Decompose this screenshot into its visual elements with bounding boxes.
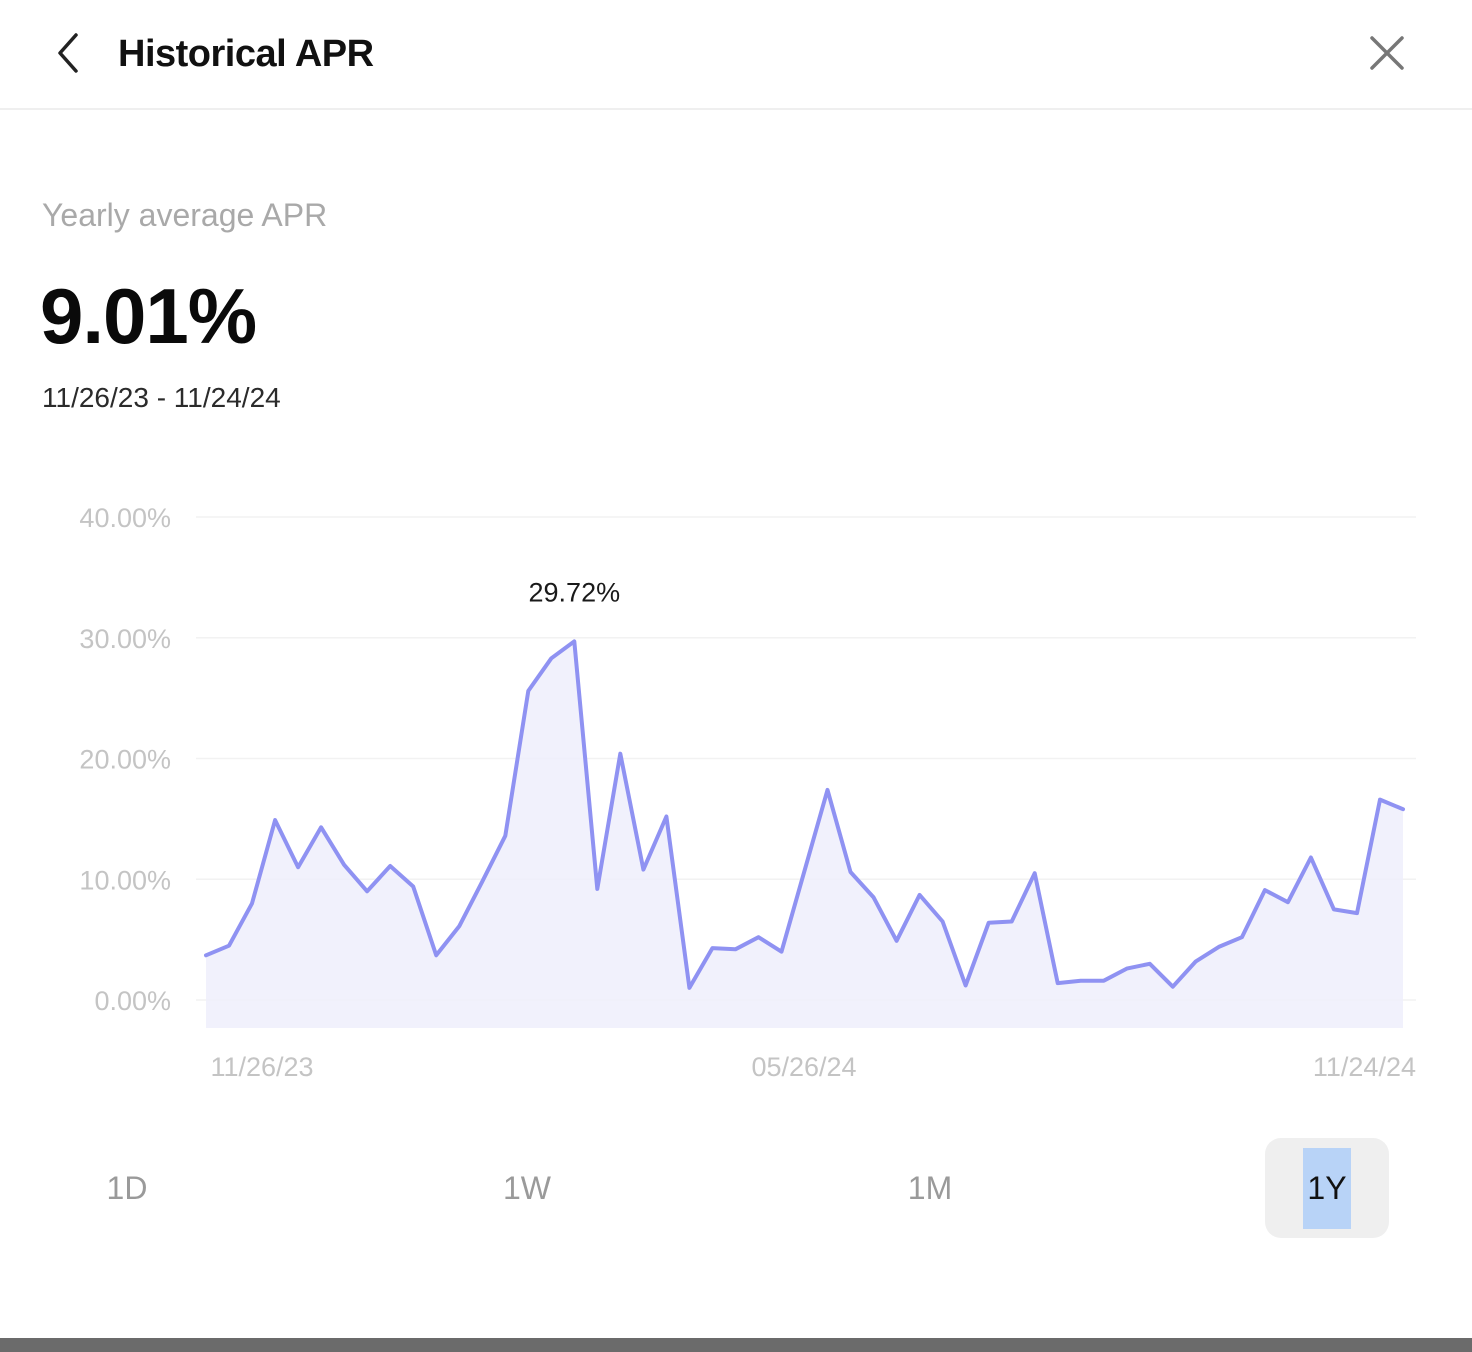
data-point xyxy=(318,824,324,830)
y-tick-label: 30.00% xyxy=(79,624,171,654)
data-point xyxy=(663,814,669,820)
data-point xyxy=(433,952,439,958)
data-point xyxy=(295,864,301,870)
data-point xyxy=(871,894,877,900)
data-point xyxy=(364,888,370,894)
apr-chart: 0.00% 10.00% 20.00% 30.00% 40.00% 29.72% 11/26… xyxy=(0,490,1472,1090)
data-point xyxy=(1193,958,1199,964)
data-point xyxy=(1170,984,1176,990)
header: Historical APR xyxy=(0,0,1472,110)
close-button[interactable] xyxy=(1360,26,1414,80)
data-point xyxy=(1285,899,1291,905)
back-button[interactable] xyxy=(40,26,94,80)
close-icon xyxy=(1370,36,1404,70)
period-label: 1Y xyxy=(1303,1147,1351,1229)
data-point xyxy=(894,938,900,944)
y-tick-label: 0.00% xyxy=(94,986,171,1016)
data-point xyxy=(940,919,946,925)
y-tick-label: 10.00% xyxy=(79,865,171,895)
data-point xyxy=(686,985,692,991)
page-title: Historical APR xyxy=(118,33,374,75)
data-point xyxy=(479,879,485,885)
x-tick-label: 05/26/24 xyxy=(751,1052,856,1082)
window-bottom-edge xyxy=(0,1338,1472,1352)
data-point xyxy=(502,833,508,839)
data-point xyxy=(1377,797,1383,803)
data-point xyxy=(1009,919,1015,925)
data-point xyxy=(640,867,646,873)
data-point xyxy=(1331,906,1337,912)
data-point xyxy=(410,884,416,890)
data-point xyxy=(548,655,554,661)
data-point xyxy=(756,934,762,940)
data-point xyxy=(1216,944,1222,950)
series-line xyxy=(204,639,1405,990)
period-label: 1W xyxy=(503,1169,551,1206)
data-point xyxy=(1078,978,1084,984)
data-point xyxy=(456,923,462,929)
apr-chart-svg: 0.00% 10.00% 20.00% 30.00% 40.00% 29.72% 11/26… xyxy=(79,503,1416,1082)
data-point xyxy=(226,943,232,949)
data-point xyxy=(1400,806,1406,812)
x-tick-label: 11/24/24 xyxy=(1313,1052,1416,1082)
data-point xyxy=(986,920,992,926)
data-point xyxy=(732,946,738,952)
data-point xyxy=(1101,978,1107,984)
data-point xyxy=(1354,910,1360,916)
data-point xyxy=(617,751,623,757)
data-point xyxy=(341,862,347,868)
period-1w-button[interactable]: 1W xyxy=(465,1138,589,1238)
data-point xyxy=(272,817,278,823)
date-range: 11/26/23 - 11/24/24 xyxy=(42,382,281,413)
data-point xyxy=(1032,870,1038,876)
data-point xyxy=(709,945,715,951)
data-point xyxy=(1262,887,1268,893)
data-point xyxy=(571,638,577,644)
data-point xyxy=(1055,980,1061,986)
data-point xyxy=(1308,855,1314,861)
data-point xyxy=(963,983,969,989)
data-point xyxy=(249,900,255,906)
data-point xyxy=(387,863,393,869)
period-1m-button[interactable]: 1M xyxy=(868,1138,992,1238)
data-point xyxy=(594,886,600,892)
data-point xyxy=(779,949,785,955)
average-apr-label: Yearly average APR xyxy=(42,197,328,233)
period-label: 1D xyxy=(106,1169,148,1206)
y-tick-label: 20.00% xyxy=(79,745,171,775)
period-selector: 1D 1W 1M 1Y xyxy=(0,1138,1472,1240)
data-point xyxy=(825,787,831,793)
peak-value-label: 29.72% xyxy=(529,577,621,607)
area-fill xyxy=(206,641,1403,1028)
data-point xyxy=(525,688,531,694)
y-tick-label: 40.00% xyxy=(79,503,171,533)
data-point xyxy=(1239,934,1245,940)
data-point xyxy=(1124,966,1130,972)
x-tick-label: 11/26/23 xyxy=(210,1052,313,1082)
data-point xyxy=(917,892,923,898)
period-1y-button[interactable]: 1Y xyxy=(1265,1138,1389,1238)
average-apr-value: 9.01% xyxy=(40,272,257,360)
data-point xyxy=(802,868,808,874)
data-point xyxy=(848,869,854,875)
chevron-left-icon xyxy=(58,33,78,73)
data-point xyxy=(203,952,209,958)
data-point xyxy=(1147,961,1153,967)
period-label: 1M xyxy=(907,1169,953,1206)
period-1d-button[interactable]: 1D xyxy=(65,1138,189,1238)
